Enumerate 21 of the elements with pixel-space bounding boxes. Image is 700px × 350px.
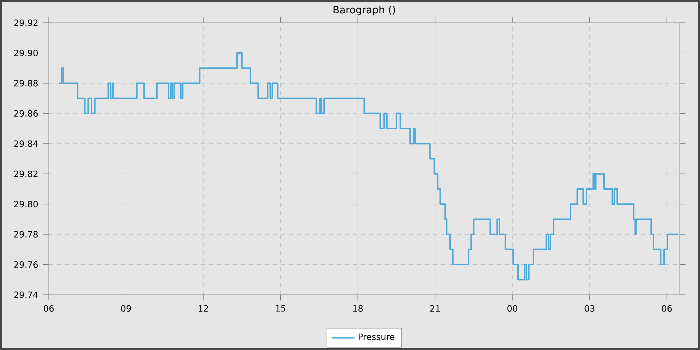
- y-tick-label: 29.76: [14, 262, 38, 268]
- y-tick-label: 29.90: [14, 50, 38, 56]
- y-tick-label: 29.80: [14, 201, 38, 208]
- x-tick-label: 12: [198, 305, 208, 312]
- y-tick-label: 29.92: [14, 20, 38, 26]
- y-tick-label: 29.86: [14, 110, 38, 117]
- legend-label: Pressure: [358, 334, 395, 340]
- x-tick-label: 09: [121, 305, 132, 312]
- x-tick-label: 06: [44, 305, 54, 312]
- y-tick-label: 29.88: [14, 80, 38, 87]
- y-tick-label: 29.84: [14, 140, 38, 148]
- chart-title: Barograph (): [334, 6, 396, 16]
- x-tick-label: 03: [584, 305, 595, 312]
- y-tick-label: 29.78: [14, 231, 38, 238]
- x-tick-label: 18: [353, 305, 363, 312]
- x-tick-label: 00: [508, 305, 518, 312]
- y-tick-label: 29.74: [14, 292, 38, 298]
- x-tick-label: 15: [276, 305, 286, 312]
- x-tick-label: 21: [430, 305, 440, 312]
- y-tick-label: 29.82: [14, 170, 38, 178]
- x-tick-label: 06: [662, 305, 672, 312]
